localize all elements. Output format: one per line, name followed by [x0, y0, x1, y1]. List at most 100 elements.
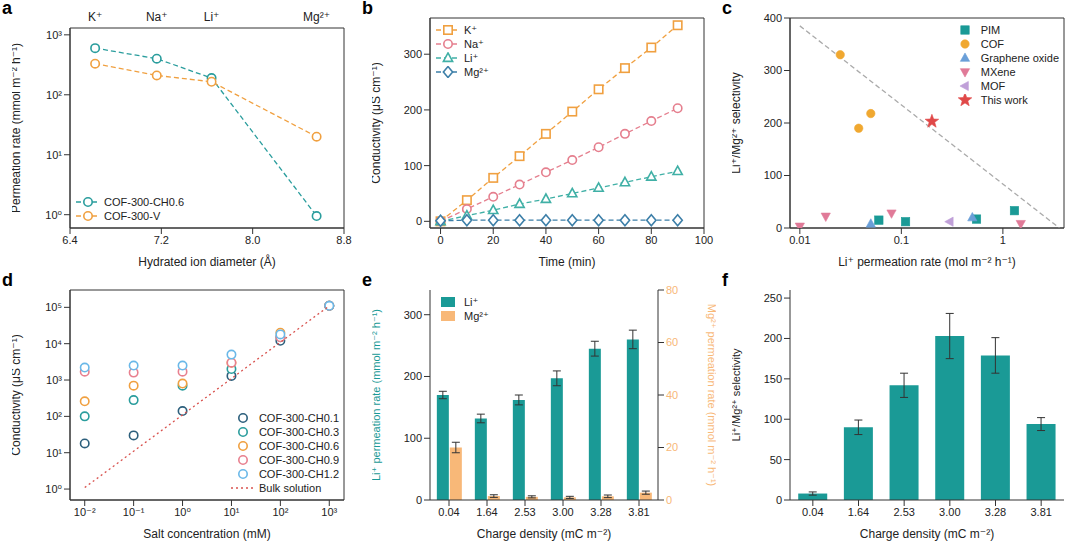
svg-text:Li⁺/Mg²⁺ selectivity: Li⁺/Mg²⁺ selectivity: [732, 348, 742, 441]
svg-text:2.53: 2.53: [893, 506, 914, 518]
svg-text:300: 300: [404, 309, 422, 321]
html-text:Mg²⁺: Mg²⁺: [464, 66, 489, 78]
svg-text:2.53: 2.53: [514, 506, 535, 518]
svg-text:20: 20: [487, 234, 499, 246]
svg-text:200: 200: [764, 117, 782, 129]
svg-text:10¹: 10¹: [46, 447, 62, 459]
svg-text:7.2: 7.2: [154, 234, 169, 246]
svg-text:Charge density (mC m⁻²): Charge density (mC m⁻²): [477, 527, 611, 541]
svg-text:10⁰: 10⁰: [45, 483, 62, 495]
svg-text:10⁻²: 10⁻²: [74, 506, 96, 518]
svg-text:100: 100: [404, 160, 422, 172]
svg-text:10⁻¹: 10⁻¹: [123, 506, 145, 518]
html-text:COF: COF: [980, 38, 1004, 50]
svg-text:10⁴: 10⁴: [45, 338, 62, 350]
svg-text:1.64: 1.64: [476, 506, 497, 518]
svg-text:200: 200: [404, 104, 422, 116]
svg-text:1.64: 1.64: [848, 506, 869, 518]
svg-text:0: 0: [776, 494, 782, 506]
svg-text:400: 400: [764, 12, 782, 24]
svg-text:300: 300: [764, 64, 782, 76]
svg-text:0: 0: [416, 494, 422, 506]
svg-text:8.8: 8.8: [336, 234, 351, 246]
svg-text:1: 1: [1000, 234, 1006, 246]
svg-text:0.04: 0.04: [438, 506, 459, 518]
html-text:COF-300-CH0.6: COF-300-CH0.6: [258, 440, 339, 452]
html-text:K⁺: K⁺: [464, 24, 478, 36]
html-text:Graphene oxide: Graphene oxide: [980, 52, 1059, 64]
svg-text:Li⁺/Mg²⁺ selectivity: Li⁺/Mg²⁺ selectivity: [732, 72, 743, 173]
svg-text:Time (min): Time (min): [539, 255, 596, 269]
svg-text:Mg²⁺: Mg²⁺: [303, 10, 330, 24]
svg-text:300: 300: [404, 48, 422, 60]
svg-text:10³: 10³: [46, 374, 62, 386]
html-text:PIM: PIM: [980, 24, 1001, 36]
svg-text:3.00: 3.00: [939, 506, 960, 518]
svg-text:40: 40: [666, 389, 678, 401]
html-text:Bulk solution: Bulk solution: [258, 482, 322, 494]
html-text:MOF: MOF: [980, 80, 1006, 92]
svg-text:Li⁺ permeation rate (mmol m⁻²: Li⁺ permeation rate (mmol m⁻² h⁻¹): [372, 309, 382, 481]
svg-text:0.1: 0.1: [894, 234, 909, 246]
svg-text:8.0: 8.0: [245, 234, 260, 246]
svg-text:K⁺: K⁺: [88, 10, 102, 24]
svg-text:0: 0: [416, 215, 422, 227]
svg-text:Na⁺: Na⁺: [146, 10, 168, 24]
svg-text:100: 100: [404, 432, 422, 444]
svg-text:Li⁺ permeation rate (mol m⁻² h: Li⁺ permeation rate (mol m⁻² h⁻¹): [838, 255, 1016, 269]
svg-text:60: 60: [592, 234, 604, 246]
svg-text:Charge density (mC m⁻²): Charge density (mC m⁻²): [860, 527, 994, 541]
html-text:Na⁺: Na⁺: [464, 38, 484, 50]
html-text:COF-300-CH0.9: COF-300-CH0.9: [258, 454, 339, 466]
svg-text:10⁰: 10⁰: [45, 209, 62, 221]
svg-text:3.28: 3.28: [985, 506, 1006, 518]
svg-text:100: 100: [764, 413, 782, 425]
svg-text:150: 150: [764, 373, 782, 385]
svg-text:10⁵: 10⁵: [45, 301, 62, 313]
svg-text:80: 80: [666, 284, 678, 296]
html-text:COF-300-CH0.1: COF-300-CH0.1: [258, 412, 339, 424]
svg-text:10¹: 10¹: [46, 149, 62, 161]
svg-text:50: 50: [770, 454, 782, 466]
svg-text:10²: 10²: [272, 506, 288, 518]
html-text:COF-300-V: COF-300-V: [104, 210, 161, 222]
svg-text:20: 20: [666, 441, 678, 453]
svg-text:Conductivity (μS cm⁻¹): Conductivity (μS cm⁻¹): [372, 62, 383, 183]
svg-text:10²: 10²: [46, 89, 62, 101]
svg-text:10³: 10³: [321, 506, 337, 518]
svg-text:10⁰: 10⁰: [174, 506, 191, 518]
svg-text:3.00: 3.00: [552, 506, 573, 518]
svg-text:0.01: 0.01: [789, 234, 810, 246]
html-text:COF-300-CH0.3: COF-300-CH0.3: [258, 426, 339, 438]
html-text:This work: This work: [980, 94, 1028, 106]
svg-text:6.4: 6.4: [62, 234, 77, 246]
svg-text:0: 0: [666, 494, 672, 506]
svg-text:10³: 10³: [46, 29, 62, 41]
svg-text:Conductivity (μS cm⁻¹): Conductivity (μS cm⁻¹): [12, 334, 23, 455]
svg-text:200: 200: [404, 370, 422, 382]
svg-text:10²: 10²: [46, 410, 62, 422]
svg-text:Li⁺: Li⁺: [204, 10, 220, 24]
html-text:MXene: MXene: [980, 66, 1016, 78]
svg-text:3.28: 3.28: [590, 506, 611, 518]
svg-text:3.81: 3.81: [628, 506, 649, 518]
svg-text:3.81: 3.81: [1030, 506, 1051, 518]
svg-text:60: 60: [666, 336, 678, 348]
html-text:COF-300-CH1.2: COF-300-CH1.2: [258, 468, 339, 480]
svg-text:0: 0: [437, 234, 443, 246]
svg-text:Salt concentration (mM): Salt concentration (mM): [143, 527, 270, 541]
html-text:COF-300-CH0.6: COF-300-CH0.6: [104, 196, 185, 208]
svg-text:Hydrated ion diameter (Å): Hydrated ion diameter (Å): [138, 254, 275, 269]
html-text:Li⁺: Li⁺: [464, 52, 479, 64]
svg-text:100: 100: [764, 169, 782, 181]
svg-text:Permeation rate (mmol m⁻² h⁻¹): Permeation rate (mmol m⁻² h⁻¹): [12, 43, 23, 213]
svg-text:250: 250: [764, 292, 782, 304]
svg-text:80: 80: [645, 234, 657, 246]
svg-text:0.04: 0.04: [802, 506, 823, 518]
svg-text:40: 40: [540, 234, 552, 246]
svg-text:Mg²⁺ permeation rate (mmol m⁻²: Mg²⁺ permeation rate (mmol m⁻² h⁻¹): [706, 304, 716, 486]
svg-text:100: 100: [695, 234, 713, 246]
svg-text:10¹: 10¹: [224, 506, 240, 518]
svg-text:200: 200: [764, 332, 782, 344]
svg-text:0: 0: [776, 222, 782, 234]
